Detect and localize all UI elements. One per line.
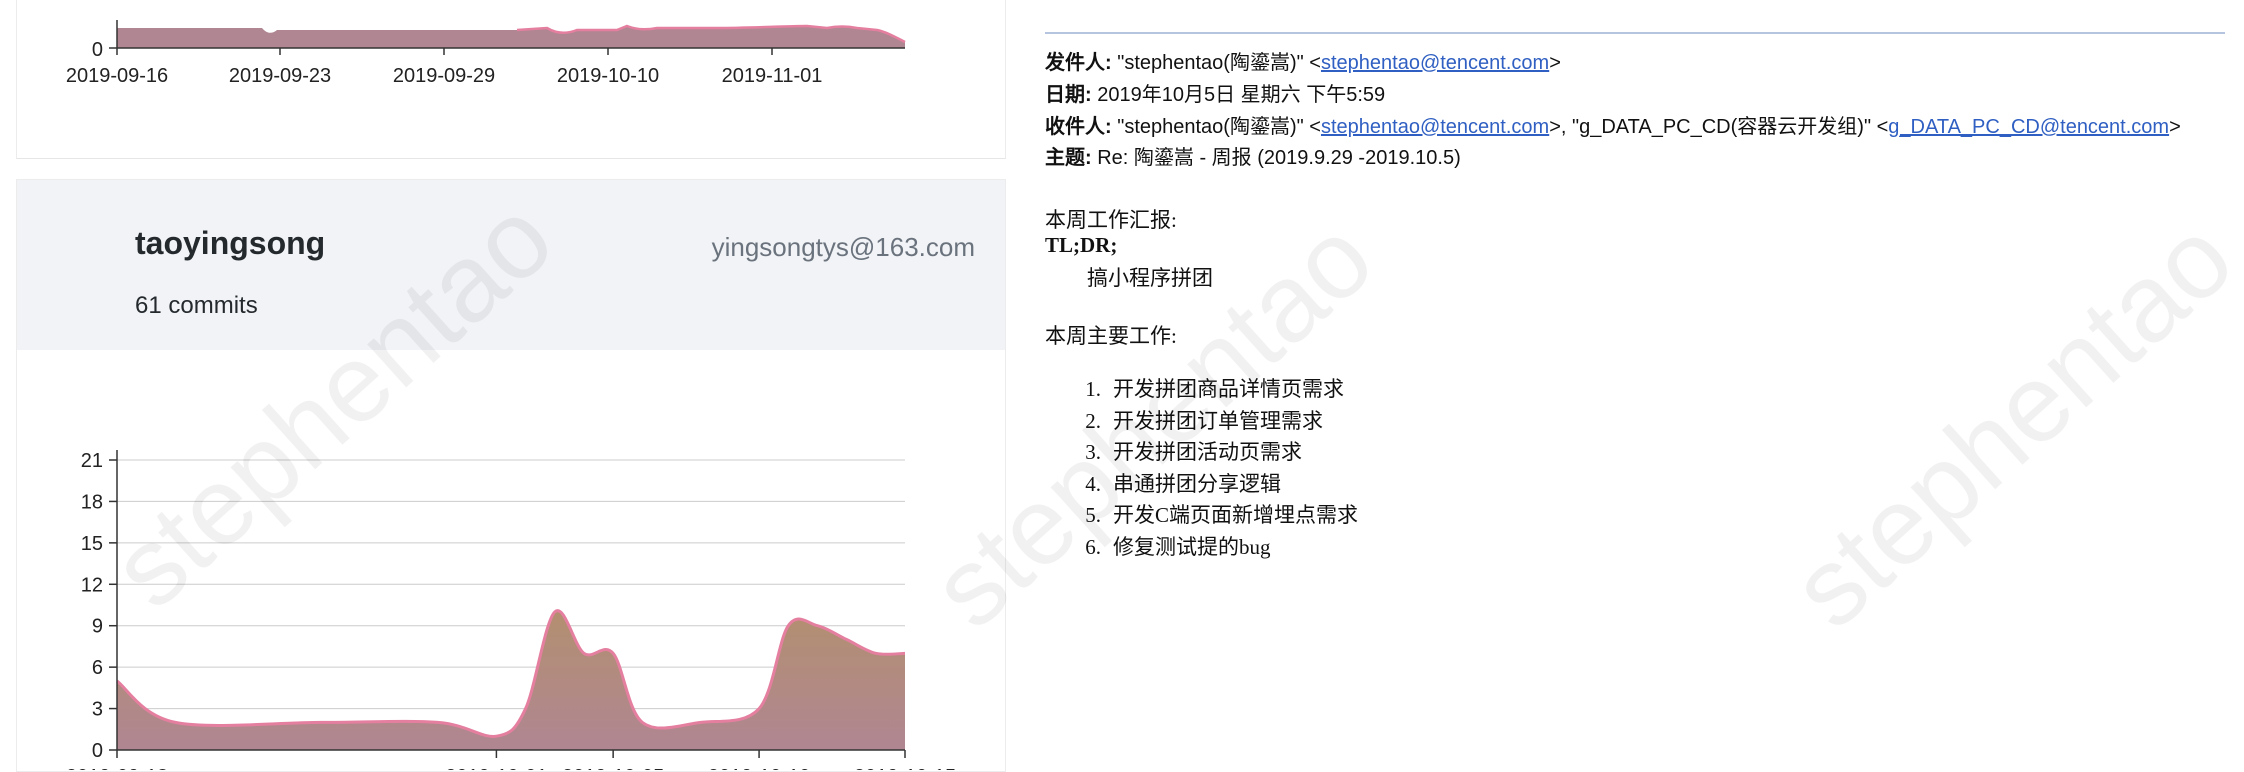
y-tick-label: 0 [92, 740, 103, 762]
email-view: 发件人: "stephentao(陶鎏嵩)" <stephentao@tence… [1045, 0, 2244, 770]
email-from-line: 发件人: "stephentao(陶鎏嵩)" <stephentao@tence… [1045, 46, 1561, 75]
previous-x-tick-label: 2019-10-10 [557, 65, 659, 87]
list-item: 3. 开发拼团活动页需求 [1045, 437, 1358, 469]
list-item-number: 5. [1085, 503, 1101, 528]
contributor-card: taoyingsong yingsongtys@163.com 61 commi… [16, 179, 1006, 772]
list-item: 1. 开发拼团商品详情页需求 [1045, 374, 1358, 406]
email-date-label: 日期: [1045, 84, 1092, 106]
list-item-text: 开发拼团活动页需求 [1113, 440, 1302, 465]
work-items-list: 1. 开发拼团商品详情页需求 2. 开发拼团订单管理需求 3. 开发拼团活动页需求 4… [1045, 374, 1358, 564]
previous-x-tick-label: 2019-09-23 [229, 65, 331, 87]
email-date-value: 2019年10月5日 星期六 下午5:59 [1091, 84, 1386, 106]
tldr-text: 搞小程序拼团 [1087, 266, 1213, 290]
list-item-number: 6. [1085, 534, 1101, 559]
list-item-number: 2. [1085, 408, 1101, 433]
email-from-value: "stephentao(陶鎏嵩)" < [1111, 52, 1321, 74]
series-area [117, 610, 905, 750]
x-tick-label: 2019-10-10 [708, 766, 810, 770]
list-item-text: 开发C端页面新增埋点需求 [1113, 503, 1359, 528]
contributor-header: taoyingsong yingsongtys@163.com 61 commi… [17, 180, 1005, 350]
list-item-text: 开发拼团商品详情页需求 [1113, 377, 1344, 401]
x-tick-label: 2019-10-15 [854, 766, 956, 770]
tldr-label: TL;DR; [1045, 233, 1118, 257]
contributors-panel: 0 2019-09-16 2019-09-23 2019-09-29 2019-… [0, 0, 1010, 772]
previous-contributor-card: 0 2019-09-16 2019-09-23 2019-09-29 2019-… [16, 0, 1006, 159]
list-item-number: 1. [1085, 377, 1101, 401]
previous-x-tick-label: 2019-11-01 [722, 65, 823, 87]
list-item-number: 4. [1085, 471, 1101, 496]
list-item-number: 3. [1085, 440, 1101, 465]
previous-x-ticks [116, 48, 773, 55]
email-divider [1045, 32, 2225, 34]
email-from-end: > [1549, 52, 1561, 74]
x-tick-label: 2019-10-01 [445, 766, 547, 770]
email-to-link[interactable]: g_DATA_PC_CD@tencent.com [1888, 116, 2170, 138]
email-date-line: 日期: 2019年10月5日 星期六 下午5:59 [1045, 78, 1385, 107]
email-to-link[interactable]: stephentao@tencent.com [1320, 116, 1550, 138]
email-subject-value: Re: 陶鎏嵩 - 周报 (2019.9.29 -2019.10.5) [1091, 147, 1461, 169]
previous-y-tick-label-0: 0 [92, 39, 103, 61]
list-item-text: 修复测试提的bug [1113, 534, 1271, 559]
email-subject-line: 主题: Re: 陶鎏嵩 - 周报 (2019.9.29 -2019.10.5) [1045, 141, 1461, 170]
y-tick-label: 15 [81, 533, 103, 555]
list-item: 2. 开发拼团订单管理需求 [1045, 406, 1358, 438]
list-item-text: 串通拼团分享逻辑 [1113, 471, 1281, 496]
main-work-heading: 本周主要工作: [1045, 324, 1177, 348]
y-tick-label: 18 [81, 491, 103, 513]
list-item: 6. 修复测试提的bug [1045, 532, 1358, 564]
list-item: 5. 开发C端页面新增埋点需求 [1045, 500, 1358, 532]
series-line [116, 609, 906, 738]
email-to-value: >, "g_DATA_PC_CD(容器云开发组)" < [1549, 116, 1889, 138]
contributor-name[interactable]: taoyingsong [135, 225, 326, 261]
summary-heading: 本周工作汇报: [1045, 208, 1177, 232]
y-tick-label: 6 [92, 657, 103, 679]
email-from-link[interactable]: stephentao@tencent.com [1320, 52, 1550, 74]
email-to-line: 收件人: "stephentao(陶鎏嵩)" <stephentao@tence… [1045, 110, 2181, 139]
previous-area-fill [117, 26, 905, 48]
y-tick-label: 21 [81, 450, 103, 472]
email-from-label: 发件人: [1045, 52, 1112, 74]
x-tick-label: 2019-10-05 [562, 766, 664, 770]
commits-area-chart: 0 3 6 9 12 15 18 21 2019-09-18 2019-10-01 2019-10-… [66, 450, 956, 770]
x-tick-label: 2019-09-18 [66, 766, 168, 770]
previous-x-tick-label: 2019-09-29 [393, 65, 495, 87]
email-to-end: > [2169, 116, 2181, 138]
y-tick-label: 12 [81, 574, 103, 596]
list-item-text: 开发拼团订单管理需求 [1113, 408, 1323, 433]
email-to-label: 收件人: [1045, 116, 1112, 138]
contributor-email: yingsongtys@163.com [711, 232, 975, 262]
previous-x-tick-label: 2019-09-16 [66, 65, 168, 87]
previous-area-line [516, 24, 906, 44]
email-subject-label: 主题: [1045, 147, 1092, 169]
y-tick-label: 3 [92, 699, 103, 721]
previous-contributor-chart: 0 2019-09-16 2019-09-23 2019-09-29 2019-… [66, 20, 906, 87]
y-tick-label: 9 [92, 616, 103, 638]
contributor-commits[interactable]: 61 commits [135, 292, 258, 319]
email-to-value: "stephentao(陶鎏嵩)" < [1111, 116, 1321, 138]
list-item: 4. 串通拼团分享逻辑 [1045, 469, 1358, 501]
